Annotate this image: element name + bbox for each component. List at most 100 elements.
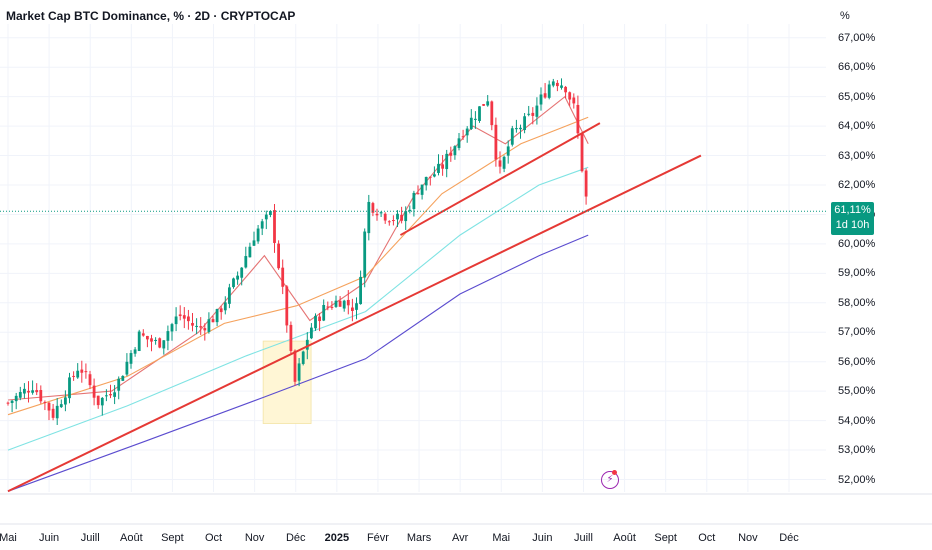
candle-body — [506, 146, 510, 156]
x-tick-label: Oct — [698, 532, 716, 544]
alert-notification-dot — [612, 470, 617, 475]
candle-body — [31, 390, 34, 393]
candle-body — [297, 363, 301, 381]
candle-body — [133, 349, 137, 354]
moving-average-ma_long — [7, 166, 589, 451]
candle-body — [363, 231, 367, 278]
y-tick-label: 54,00% — [838, 414, 876, 427]
x-tick-label: Déc — [285, 532, 306, 544]
candle-body — [400, 214, 403, 221]
candle-body — [47, 402, 51, 411]
trendline — [399, 122, 601, 236]
candle-body — [346, 299, 350, 306]
y-tick-label: 53,00% — [838, 444, 876, 457]
candle-body — [232, 278, 235, 288]
candle-body — [551, 81, 555, 86]
candle-body — [269, 211, 272, 215]
candle-body — [338, 300, 342, 307]
candle-body — [84, 371, 88, 373]
y-tick-label: 67,00% — [838, 31, 876, 44]
x-tick-label: Sept — [161, 532, 184, 544]
candle-body — [51, 408, 55, 418]
y-tick-label: 62,00% — [838, 179, 876, 191]
candle-body — [412, 192, 416, 209]
candle-body — [211, 319, 215, 323]
candle-body — [92, 385, 96, 398]
x-tick-label: Mars — [406, 532, 432, 544]
candle-body — [564, 86, 567, 93]
candle-body — [129, 353, 133, 364]
candle-body — [367, 201, 371, 234]
candle-body — [187, 316, 190, 322]
last-price-badge: 61,11% 1d 10h — [831, 202, 874, 235]
y-tick-label: 52,00% — [838, 473, 876, 486]
candle-body — [150, 338, 153, 342]
candle-body — [392, 220, 395, 222]
candle-body — [428, 176, 432, 178]
y-tick-label: 65,00% — [838, 90, 876, 103]
candle-body — [166, 331, 170, 341]
candle-body — [584, 170, 588, 197]
candle-body — [334, 300, 338, 307]
candle-body — [55, 405, 59, 419]
candle-body — [273, 210, 276, 243]
candle-body — [498, 160, 502, 167]
candle-body — [445, 153, 449, 170]
x-tick-label: Mai — [0, 532, 17, 544]
trendline — [7, 154, 702, 493]
x-tick-label: Juin — [532, 532, 553, 544]
candle-body — [293, 350, 297, 382]
candle-body — [404, 211, 408, 222]
lightning-alert-icon[interactable]: ⚡ — [601, 471, 619, 489]
candle-body — [88, 374, 92, 386]
candle-body — [23, 388, 26, 394]
y-tick-label: 57,00% — [838, 326, 876, 339]
candle-body — [154, 339, 157, 341]
candle-body — [433, 174, 436, 177]
candle-body — [441, 164, 444, 169]
candle-body — [580, 133, 584, 172]
candle-body — [305, 339, 309, 350]
x-tick-label: Juill — [573, 532, 593, 544]
candle-body — [146, 335, 149, 340]
candle-body — [359, 276, 362, 305]
candle-body — [510, 128, 514, 145]
candle-body — [531, 112, 535, 116]
candle-body — [240, 267, 244, 278]
y-tick-label: 56,00% — [838, 355, 876, 368]
candle-body — [310, 327, 313, 339]
candle-body — [494, 124, 498, 160]
candle-body — [117, 378, 121, 391]
candle-body — [301, 351, 305, 364]
candle-body — [199, 326, 203, 328]
candle-body — [379, 212, 383, 214]
last-price-value: 61,11% — [834, 204, 871, 216]
candle-body — [424, 176, 428, 186]
candle-body — [195, 325, 198, 327]
candle-body — [560, 85, 563, 88]
candle-body — [351, 307, 354, 311]
candle-body — [121, 375, 125, 381]
bar-countdown: 1d 10h — [835, 219, 870, 231]
candle-body — [474, 118, 477, 120]
candle-body — [18, 392, 22, 398]
x-tick-label: Juin — [39, 532, 60, 544]
candle-body — [158, 338, 162, 348]
candle-body — [10, 400, 14, 404]
candle-body — [207, 319, 211, 332]
grid-lines — [0, 24, 932, 525]
candle-body — [572, 97, 576, 104]
candle-body — [59, 404, 63, 408]
candle-body — [264, 214, 268, 220]
candle-body — [174, 316, 178, 325]
candle-body — [248, 246, 252, 258]
candle-body — [14, 395, 18, 402]
candle-body — [527, 113, 531, 115]
y-tick-label: 59,00% — [838, 267, 876, 280]
candle-body — [465, 128, 469, 136]
candle-body — [64, 397, 67, 405]
candle-body — [469, 117, 473, 130]
candle-body — [105, 395, 108, 397]
y-tick-label: 55,00% — [838, 385, 876, 398]
